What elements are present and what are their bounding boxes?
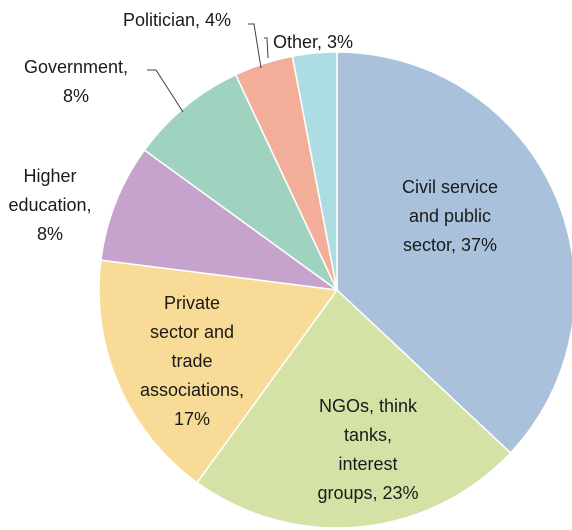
leader-line-government xyxy=(147,69,184,113)
slice-label-civil-service-and-public-sector: Civil service and public sector, 37% xyxy=(402,177,498,255)
pie-slice-government xyxy=(143,73,338,291)
pie-slice-other xyxy=(291,51,338,291)
pie-slice-civil-service-and-public-sector xyxy=(336,51,572,454)
slice-label-higher-education: Higher education, 8% xyxy=(8,166,91,244)
slice-label-politician: Politician, 4% xyxy=(123,10,231,30)
pie-slice-private-sector-and-trade-associations xyxy=(98,259,339,484)
pie-slice-ngos xyxy=(196,288,512,529)
leader-line-other xyxy=(264,37,269,59)
pie-slice-higher-education xyxy=(100,149,338,291)
leader-line-politician xyxy=(248,23,262,69)
slice-label-ngos: NGOs, think tanks, interest groups, 23% xyxy=(317,396,418,503)
slice-label-government: Government, 8% xyxy=(24,57,128,106)
slice-label-other: Other, 3% xyxy=(273,32,353,52)
slice-label-private-sector-and-trade-associations: Private sector and trade associations, 17% xyxy=(140,293,244,429)
